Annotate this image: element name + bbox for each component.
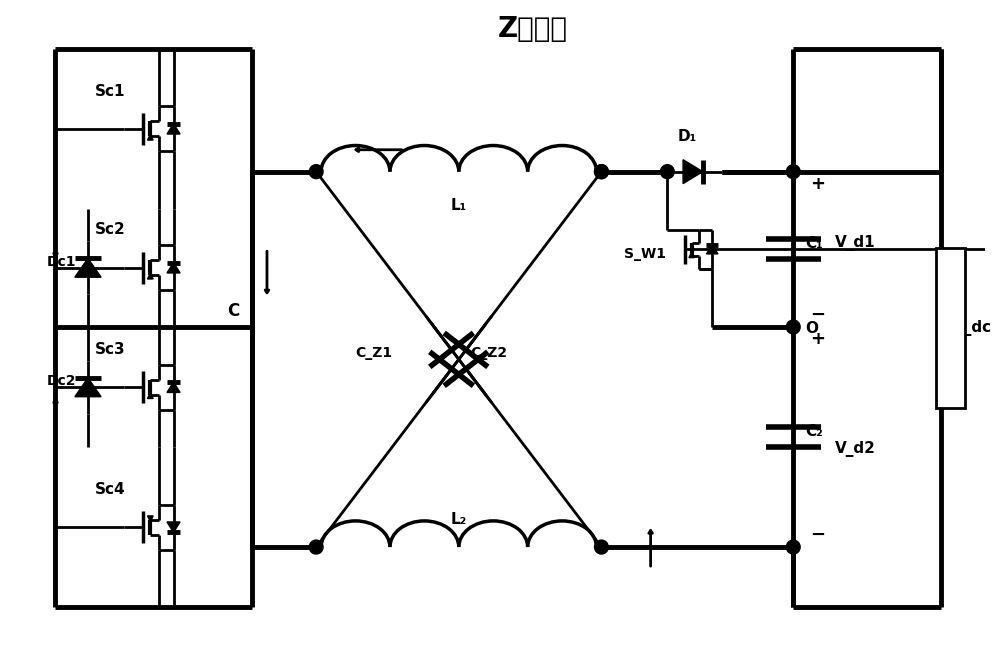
Text: V_dc: V_dc — [953, 320, 992, 336]
FancyBboxPatch shape — [936, 248, 965, 407]
Text: L₂: L₂ — [451, 512, 467, 527]
Circle shape — [595, 165, 608, 179]
Polygon shape — [683, 160, 703, 183]
Circle shape — [309, 165, 323, 179]
Text: Dc1: Dc1 — [47, 255, 76, 269]
Text: L₁: L₁ — [451, 198, 467, 213]
Circle shape — [786, 540, 800, 554]
Circle shape — [309, 540, 323, 554]
Text: Sc3: Sc3 — [95, 342, 125, 357]
Text: C₁: C₁ — [805, 236, 823, 251]
Text: O: O — [805, 321, 818, 336]
Text: D₁: D₁ — [677, 129, 696, 144]
Polygon shape — [167, 263, 180, 273]
Text: Sc2: Sc2 — [95, 223, 126, 238]
Circle shape — [595, 165, 608, 179]
Text: +: + — [810, 330, 825, 348]
Text: Dc2: Dc2 — [47, 374, 76, 389]
Text: Sc4: Sc4 — [95, 482, 125, 497]
Text: −: − — [810, 526, 825, 544]
Polygon shape — [167, 382, 180, 392]
Text: V_d2: V_d2 — [835, 441, 875, 457]
Text: S_W1: S_W1 — [624, 247, 666, 261]
Text: C₂: C₂ — [805, 424, 823, 439]
Text: V_d1: V_d1 — [835, 235, 875, 251]
Polygon shape — [75, 259, 101, 278]
Circle shape — [786, 320, 800, 334]
Polygon shape — [167, 123, 180, 134]
Text: Z源网络: Z源网络 — [498, 15, 568, 43]
Polygon shape — [706, 245, 718, 254]
Circle shape — [660, 165, 674, 179]
Text: +: + — [810, 174, 825, 193]
Polygon shape — [167, 522, 180, 532]
Text: −: − — [810, 306, 825, 324]
Circle shape — [786, 165, 800, 179]
Text: C_Z2: C_Z2 — [471, 346, 508, 360]
Polygon shape — [75, 378, 101, 397]
Text: C: C — [227, 302, 240, 320]
Text: Sc1: Sc1 — [95, 84, 125, 99]
Text: C_Z1: C_Z1 — [356, 346, 393, 360]
Circle shape — [595, 540, 608, 554]
